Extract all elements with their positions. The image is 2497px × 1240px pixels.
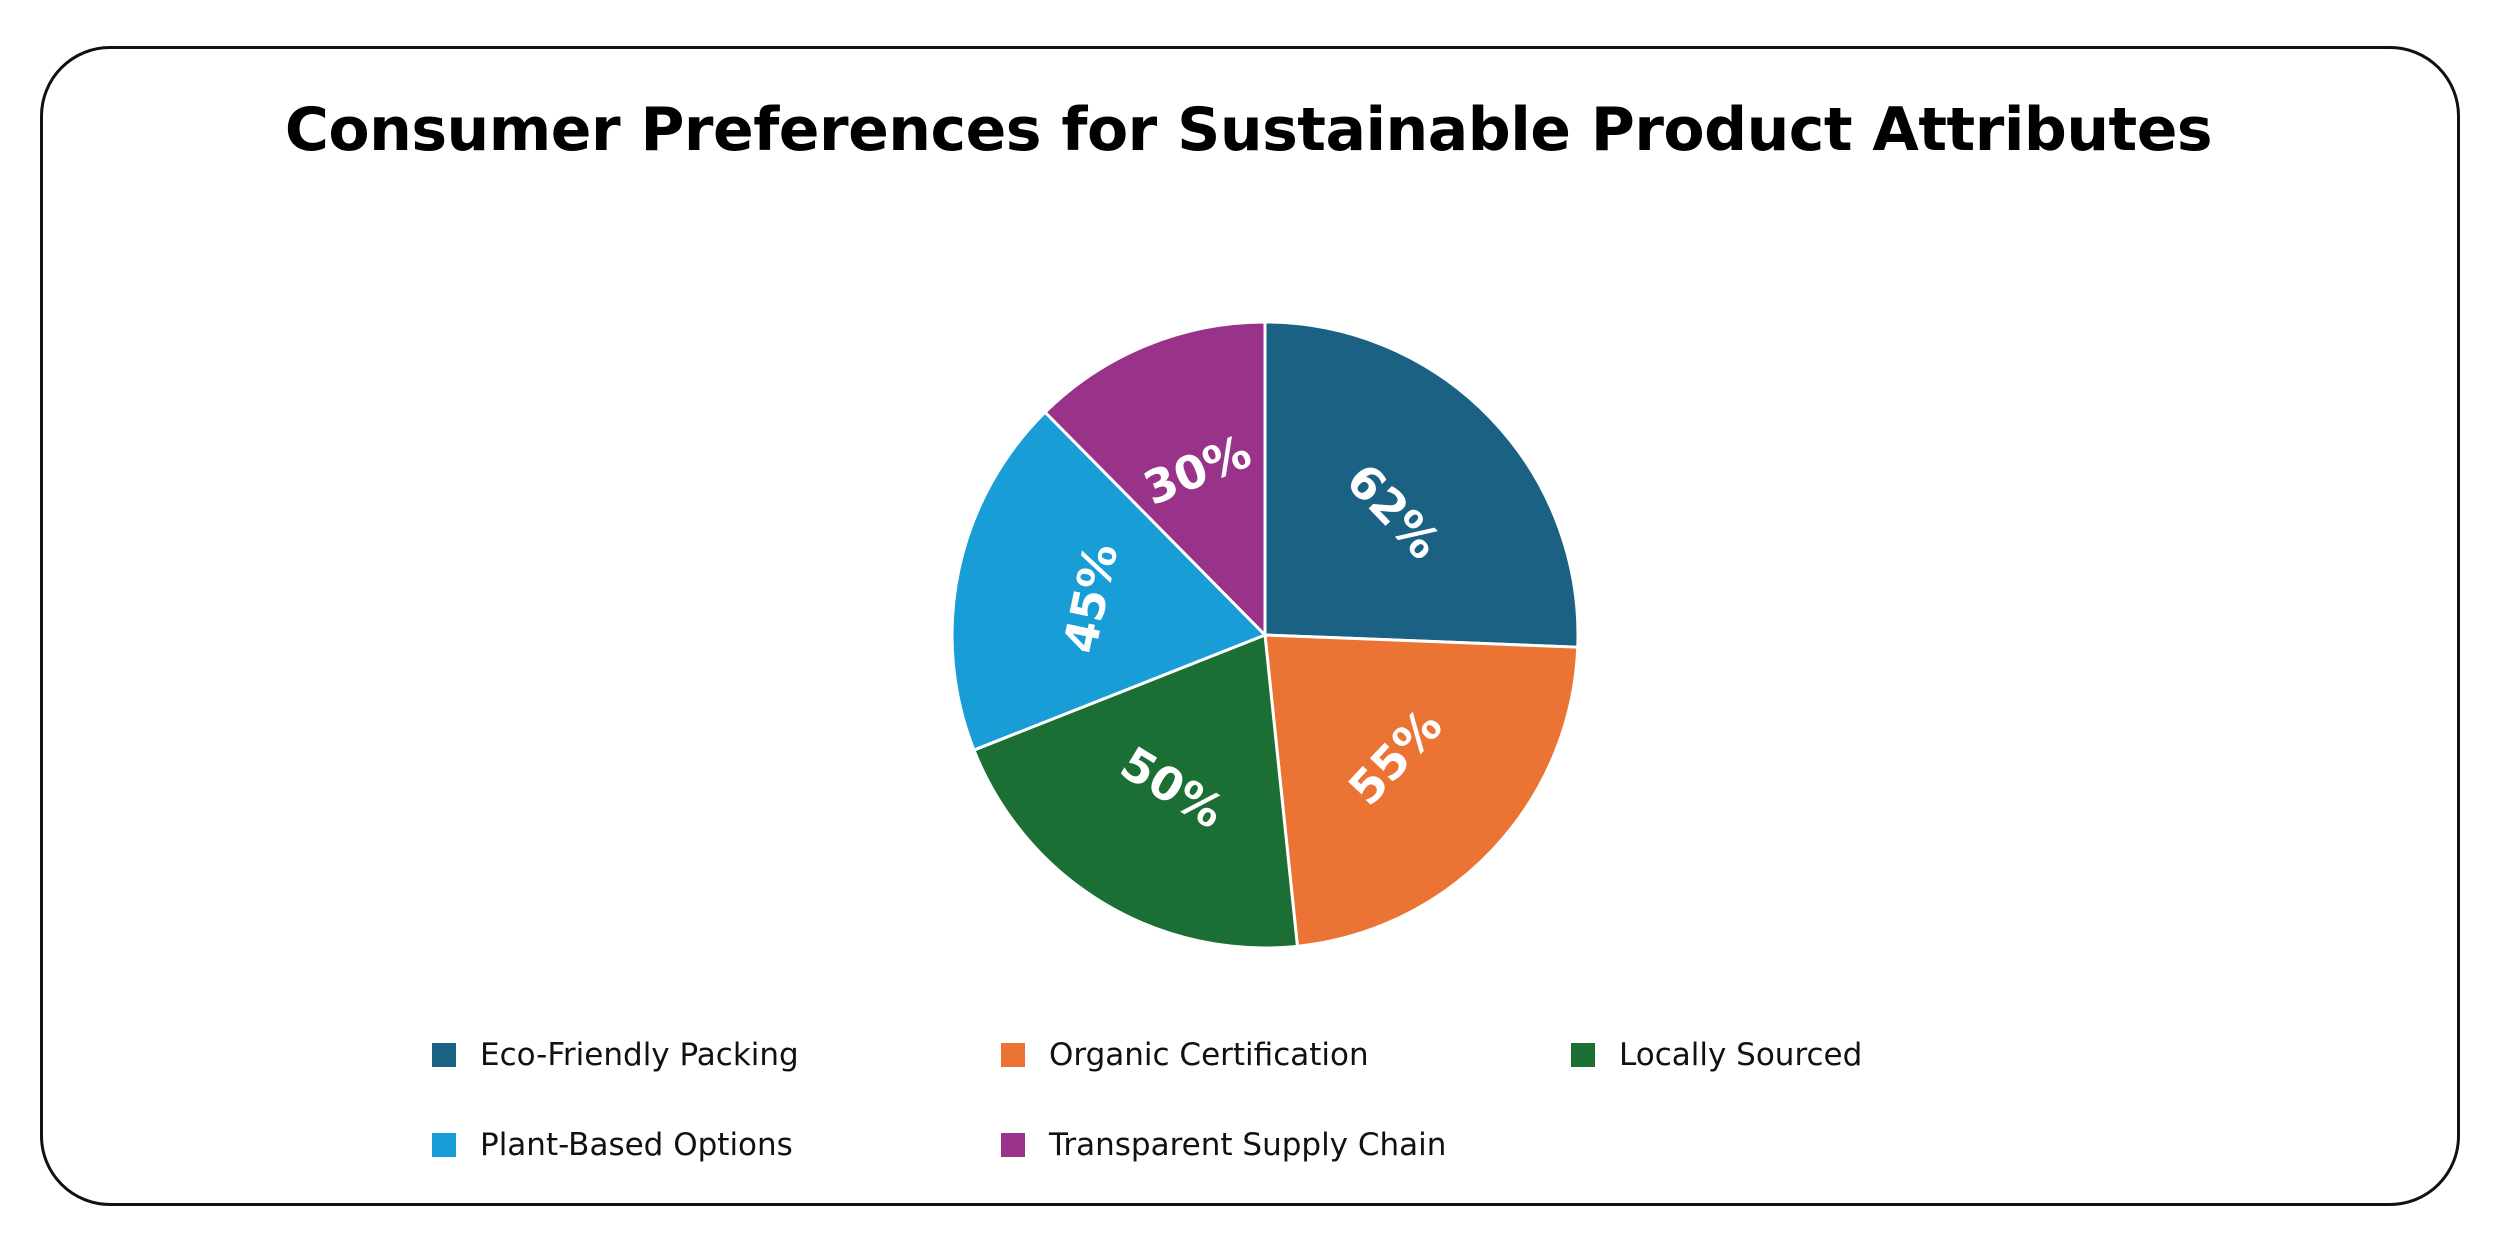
legend-item-transparent-supply-chain[interactable]: Transparent Supply Chain (1001, 1125, 1446, 1165)
chart-title: Consumer Preferences for Sustainable Pro… (284, 95, 2213, 165)
legend-swatch (432, 1133, 456, 1157)
legend-swatch (1571, 1043, 1595, 1067)
legend-item-locally-sourced[interactable]: Locally Sourced (1571, 1035, 1862, 1075)
legend-swatch (432, 1043, 456, 1067)
pie-slice-transparent-supply-chain[interactable] (1043, 320, 1267, 637)
legend-swatch (1001, 1043, 1025, 1067)
legend-item-organic-certification[interactable]: Organic Certification (1001, 1035, 1369, 1075)
pie-slice-eco-friendly-packing[interactable] (1263, 320, 1580, 649)
legend-label: Eco-Friendly Packing (480, 1037, 799, 1073)
legend-swatch (1001, 1133, 1025, 1157)
legend-label: Plant-Based Options (480, 1127, 793, 1163)
legend-item-eco-friendly-packing[interactable]: Eco-Friendly Packing (432, 1035, 799, 1075)
pie-chart: 62%55%50%45%30% (950, 320, 1580, 950)
legend-label: Transparent Supply Chain (1049, 1127, 1447, 1163)
pie-slice-plant-based-options[interactable] (950, 410, 1267, 752)
pie-slice-organic-certification[interactable] (1263, 633, 1580, 948)
legend-label: Organic Certification (1049, 1037, 1369, 1073)
legend-label: Locally Sourced (1619, 1037, 1863, 1073)
legend-item-plant-based-options[interactable]: Plant-Based Options (432, 1125, 793, 1165)
pie-slice-locally-sourced[interactable] (972, 633, 1299, 950)
